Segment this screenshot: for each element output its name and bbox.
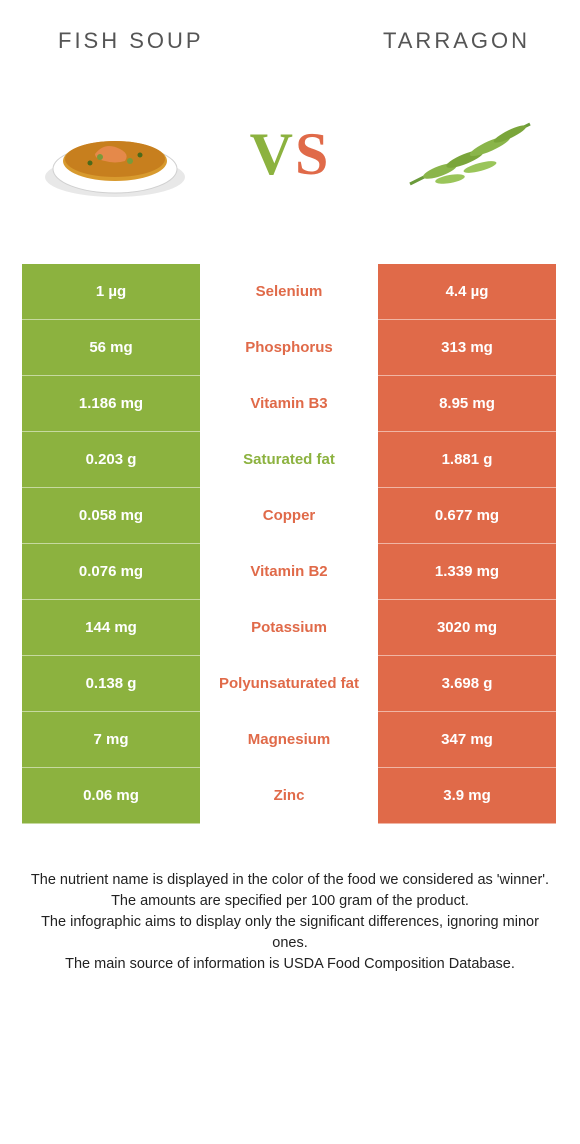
nutrient-name: Saturated fat xyxy=(200,432,378,488)
fish-soup-image xyxy=(40,94,190,214)
left-value: 0.138 g xyxy=(22,656,200,712)
table-row: 0.076 mgVitamin B21.339 mg xyxy=(22,544,558,600)
tarragon-image xyxy=(390,94,540,214)
table-row: 0.138 gPolyunsaturated fat3.698 g xyxy=(22,656,558,712)
table-row: 144 mgPotassium3020 mg xyxy=(22,600,558,656)
right-value: 3.698 g xyxy=(378,656,556,712)
nutrient-name: Selenium xyxy=(200,264,378,320)
left-value: 56 mg xyxy=(22,320,200,376)
vs-s-letter: S xyxy=(295,121,330,187)
left-value: 0.058 mg xyxy=(22,488,200,544)
hero-row: VS xyxy=(0,54,580,254)
left-value: 0.203 g xyxy=(22,432,200,488)
nutrient-table: 1 µgSelenium4.4 µg56 mgPhosphorus313 mg1… xyxy=(22,264,558,824)
nutrient-name: Zinc xyxy=(200,768,378,824)
table-row: 0.203 gSaturated fat1.881 g xyxy=(22,432,558,488)
right-value: 313 mg xyxy=(378,320,556,376)
footer-notes: The nutrient name is displayed in the co… xyxy=(0,824,580,975)
footer-line-1: The nutrient name is displayed in the co… xyxy=(30,870,550,891)
table-row: 0.06 mgZinc3.9 mg xyxy=(22,768,558,824)
left-value: 7 mg xyxy=(22,712,200,768)
nutrient-name: Magnesium xyxy=(200,712,378,768)
vs-v-letter: V xyxy=(250,121,295,187)
right-value: 8.95 mg xyxy=(378,376,556,432)
table-row: 1.186 mgVitamin B38.95 mg xyxy=(22,376,558,432)
right-food-title: Tarragon xyxy=(383,28,530,54)
vs-label: VS xyxy=(250,120,331,189)
table-row: 1 µgSelenium4.4 µg xyxy=(22,264,558,320)
nutrient-name: Phosphorus xyxy=(200,320,378,376)
nutrient-name: Copper xyxy=(200,488,378,544)
left-value: 0.076 mg xyxy=(22,544,200,600)
footer-line-4: The main source of information is USDA F… xyxy=(30,954,550,975)
right-value: 4.4 µg xyxy=(378,264,556,320)
table-row: 7 mgMagnesium347 mg xyxy=(22,712,558,768)
nutrient-name: Potassium xyxy=(200,600,378,656)
nutrient-name: Vitamin B3 xyxy=(200,376,378,432)
nutrient-name: Polyunsaturated fat xyxy=(200,656,378,712)
right-value: 3020 mg xyxy=(378,600,556,656)
table-row: 56 mgPhosphorus313 mg xyxy=(22,320,558,376)
left-food-title: Fish soup xyxy=(58,28,204,54)
right-value: 347 mg xyxy=(378,712,556,768)
right-value: 0.677 mg xyxy=(378,488,556,544)
right-value: 1.881 g xyxy=(378,432,556,488)
header: Fish soup Tarragon xyxy=(0,0,580,54)
left-value: 1.186 mg xyxy=(22,376,200,432)
left-value: 1 µg xyxy=(22,264,200,320)
table-row: 0.058 mgCopper0.677 mg xyxy=(22,488,558,544)
left-value: 0.06 mg xyxy=(22,768,200,824)
footer-line-2: The amounts are specified per 100 gram o… xyxy=(30,891,550,912)
left-value: 144 mg xyxy=(22,600,200,656)
right-value: 3.9 mg xyxy=(378,768,556,824)
nutrient-name: Vitamin B2 xyxy=(200,544,378,600)
footer-line-3: The infographic aims to display only the… xyxy=(30,912,550,954)
right-value: 1.339 mg xyxy=(378,544,556,600)
